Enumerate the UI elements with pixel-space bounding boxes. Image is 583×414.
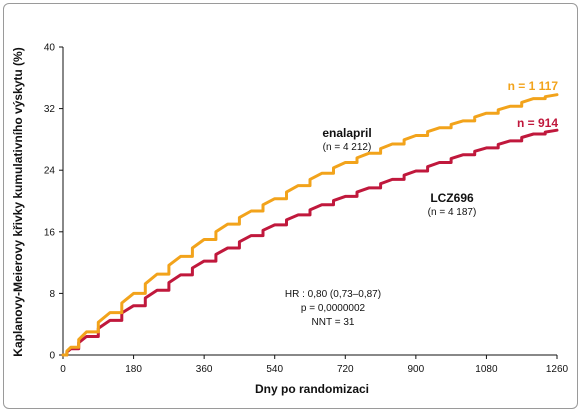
lcz696-label: LCZ696 (430, 191, 474, 205)
x-tick-label: 1080 (475, 364, 498, 375)
x-tick-label: 540 (266, 364, 283, 375)
y-tick-label: 24 (44, 166, 56, 177)
lcz696-curve (61, 128, 559, 357)
lcz696-count: (n = 4 187) (428, 207, 477, 218)
x-tick-label: 720 (337, 364, 354, 375)
x-tick-label: 1260 (546, 364, 569, 375)
x-axis-label: Dny po randomizaci (255, 382, 369, 396)
x-tick-label: 0 (60, 364, 66, 375)
x-tick-label: 900 (408, 364, 425, 375)
enalapril-curve (61, 93, 559, 357)
nnt-annotation: NNT = 31 (312, 317, 355, 328)
p-value-annotation: p = 0,0000002 (301, 303, 366, 314)
y-tick-label: 32 (44, 104, 56, 115)
lcz696-end-label: n = 914 (517, 116, 558, 130)
chart-frame (3, 3, 578, 409)
x-tick-label: 180 (125, 364, 142, 375)
enalapril-end-label: n = 1 117 (508, 79, 559, 93)
axes: 0 8 16 24 32 40 0 180 360 540 720 900 1080 1260 (44, 43, 569, 376)
enalapril-label: enalapril (322, 126, 371, 140)
hr-annotation: HR : 0,80 (0,73–0,87) (285, 289, 381, 300)
y-tick-label: 8 (49, 289, 55, 300)
x-tick-label: 360 (196, 364, 213, 375)
y-tick-label: 40 (44, 43, 56, 54)
series-layer (61, 93, 559, 357)
y-axis-label: Kaplanovy-Meierovy křivky kumulativního … (11, 47, 25, 356)
y-tick-label: 16 (44, 227, 56, 238)
y-tick-label: 0 (49, 351, 55, 362)
enalapril-count: (n = 4 212) (323, 142, 372, 153)
